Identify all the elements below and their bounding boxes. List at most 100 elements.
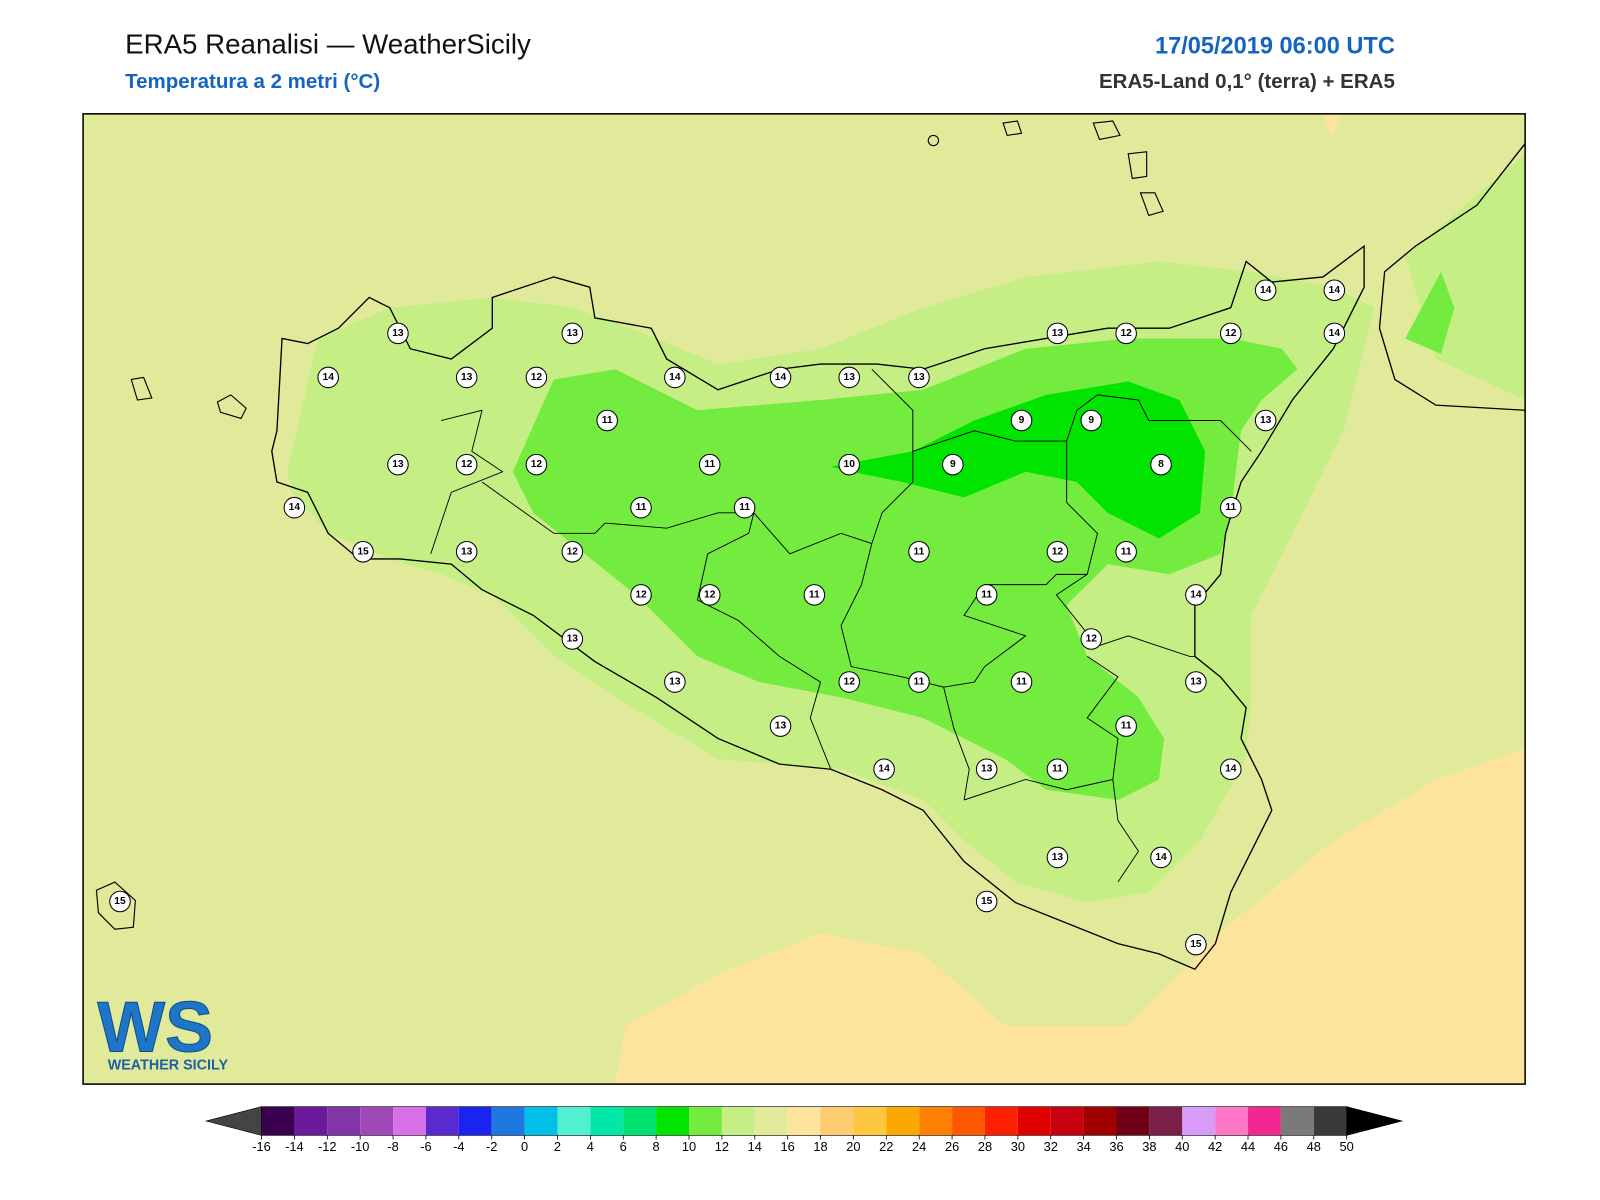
- colorbar-tick-label: 14: [748, 1139, 762, 1154]
- colorbar-bin: [1248, 1106, 1281, 1136]
- station-marker: [317, 366, 339, 389]
- station-marker: [1115, 715, 1137, 737]
- station-value: 11: [636, 502, 647, 513]
- colorbar-bin: [721, 1106, 755, 1136]
- station-value: 9: [1019, 415, 1025, 426]
- station-value: 10: [844, 459, 856, 470]
- colorbar-bin: [919, 1106, 953, 1136]
- station-marker: [1185, 584, 1207, 606]
- station-value: 14: [775, 372, 787, 383]
- station-marker: [630, 496, 652, 519]
- station-value: 9: [1088, 415, 1094, 426]
- station-value: 12: [531, 372, 543, 383]
- station-value: 14: [289, 502, 301, 513]
- colorbar-bin: [261, 1106, 295, 1136]
- field-16-18: [615, 113, 1526, 1085]
- colorbar-tick-label: 46: [1274, 1139, 1288, 1154]
- station-value: 9: [950, 459, 956, 470]
- station-marker: [908, 541, 930, 563]
- field-10-12: [512, 271, 1455, 800]
- station-marker: [873, 758, 895, 780]
- coastline: [271, 143, 1526, 971]
- colorbar-bin: [458, 1106, 492, 1136]
- station-value: 14: [1329, 285, 1341, 296]
- colorbar-bin: [952, 1106, 985, 1136]
- colorbar-tick-label: 2: [554, 1139, 561, 1154]
- colorbar-tick-label: 16: [781, 1139, 795, 1154]
- map-frame: [82, 113, 1526, 1085]
- station-value: 12: [844, 677, 856, 688]
- colorbar-tick-label: 32: [1044, 1139, 1058, 1154]
- station-marker: [975, 584, 998, 606]
- station-marker: [1220, 496, 1242, 519]
- station-marker: [1323, 322, 1346, 345]
- colorbar-tick-label: 40: [1175, 1139, 1189, 1154]
- colorbar-under: [204, 1106, 262, 1136]
- station-value: 11: [1225, 502, 1236, 513]
- station-value: 14: [323, 372, 335, 383]
- station-value: 12: [1120, 328, 1132, 339]
- colorbar-outline: [261, 1106, 1347, 1136]
- logo: WS WEATHER SICILY: [97, 987, 229, 1074]
- station-value: 11: [602, 415, 613, 426]
- colorbar-tick-label: 4: [587, 1139, 594, 1154]
- colorbar-bin: [853, 1106, 887, 1136]
- station-value: 8: [1158, 459, 1164, 470]
- colorbar-bin: [656, 1106, 690, 1136]
- subtitle: Temperatura a 2 metri (°C): [125, 70, 380, 93]
- colorbar-bin: [1313, 1106, 1347, 1136]
- station-marker: [664, 671, 686, 693]
- station-marker: [1046, 758, 1069, 780]
- station-value: 12: [461, 459, 473, 470]
- station-value: 14: [878, 764, 890, 775]
- station-marker: [1115, 541, 1137, 563]
- station-value: 13: [567, 328, 579, 339]
- station-value: 12: [1086, 633, 1098, 644]
- colorbar-tick-label: 6: [620, 1139, 627, 1154]
- station-marker: [1115, 322, 1137, 345]
- colorbar-tick-label: 34: [1076, 1139, 1090, 1154]
- station-marker: [942, 453, 964, 476]
- station-value: 12: [1225, 328, 1237, 339]
- station-value: 13: [1052, 328, 1064, 339]
- colorbar-tick-label: -6: [420, 1139, 431, 1154]
- station-value: 13: [1190, 677, 1202, 688]
- station-marker: [769, 715, 792, 737]
- station-marker: [1150, 846, 1172, 869]
- station-value: 15: [114, 896, 126, 907]
- station-value: 14: [669, 372, 681, 383]
- colorbar-bin: [294, 1106, 328, 1136]
- station-marker: [630, 584, 652, 606]
- colorbar-tick-label: -12: [318, 1139, 337, 1154]
- station-value: 14: [1155, 852, 1167, 863]
- station-value: 13: [392, 328, 404, 339]
- station-marker: [1323, 279, 1346, 302]
- station-marker: [109, 890, 131, 913]
- colorbar-tick-label: -4: [453, 1139, 464, 1154]
- station-marker: [1080, 409, 1103, 432]
- colorbar-bin: [524, 1106, 558, 1136]
- station-value: 12: [567, 546, 579, 557]
- colorbar-bin: [557, 1106, 591, 1136]
- colorbar-tick-label: 24: [912, 1139, 926, 1154]
- colorbar-tick-label: -2: [486, 1139, 497, 1154]
- colorbar-bin: [1050, 1106, 1084, 1136]
- station-marker: [525, 366, 548, 389]
- station-value: 11: [1121, 721, 1132, 732]
- colorbar-bin: [754, 1106, 788, 1136]
- station-marker: [1220, 322, 1242, 345]
- station-value: 14: [1329, 328, 1341, 339]
- colorbar-tick-label: 8: [653, 1139, 660, 1154]
- islands: [95, 120, 1164, 930]
- datetime: 17/05/2019 06:00 UTC: [1155, 32, 1395, 58]
- colorbar-bin: [1215, 1106, 1249, 1136]
- colorbar-tick-label: 22: [879, 1139, 893, 1154]
- colorbar-bin: [1149, 1106, 1183, 1136]
- station-value: 13: [981, 764, 993, 775]
- station-value: 15: [1190, 939, 1202, 950]
- colorbar-bin: [1017, 1106, 1051, 1136]
- station-value: 13: [844, 372, 856, 383]
- station-value: 11: [704, 459, 715, 470]
- station-value: 13: [913, 372, 925, 383]
- station-value: 11: [981, 589, 992, 600]
